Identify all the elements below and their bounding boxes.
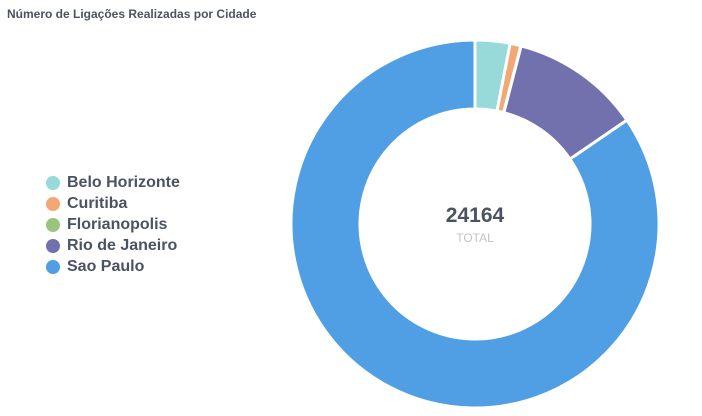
legend-label: Curitiba (67, 194, 128, 212)
legend-item-sao-paulo[interactable]: Sao Paulo (46, 256, 180, 277)
legend-item-florianopolis[interactable]: Florianopolis (46, 214, 180, 235)
legend-item-belo-horizonte[interactable]: Belo Horizonte (46, 172, 180, 193)
legend-swatch (46, 217, 60, 232)
legend-item-rio-de-janeiro[interactable]: Rio de Janeiro (46, 235, 180, 256)
total-label: TOTAL (456, 231, 494, 245)
legend-label: Belo Horizonte (67, 173, 180, 191)
legend-swatch (46, 259, 60, 274)
legend-item-curitiba[interactable]: Curitiba (46, 193, 180, 214)
chart-legend: Belo Horizonte Curitiba Florianopolis Ri… (46, 172, 180, 277)
legend-swatch (46, 175, 60, 190)
donut-slice-sao-paulo[interactable] (289, 38, 661, 410)
donut-slices (289, 38, 661, 410)
chart-title: Número de Ligações Realizadas por Cidade (7, 7, 257, 21)
legend-swatch (46, 196, 60, 211)
legend-swatch (46, 238, 60, 253)
legend-label: Rio de Janeiro (67, 236, 178, 254)
legend-label: Sao Paulo (67, 257, 145, 275)
legend-label: Florianopolis (67, 215, 168, 233)
total-value: 24164 (446, 204, 505, 227)
